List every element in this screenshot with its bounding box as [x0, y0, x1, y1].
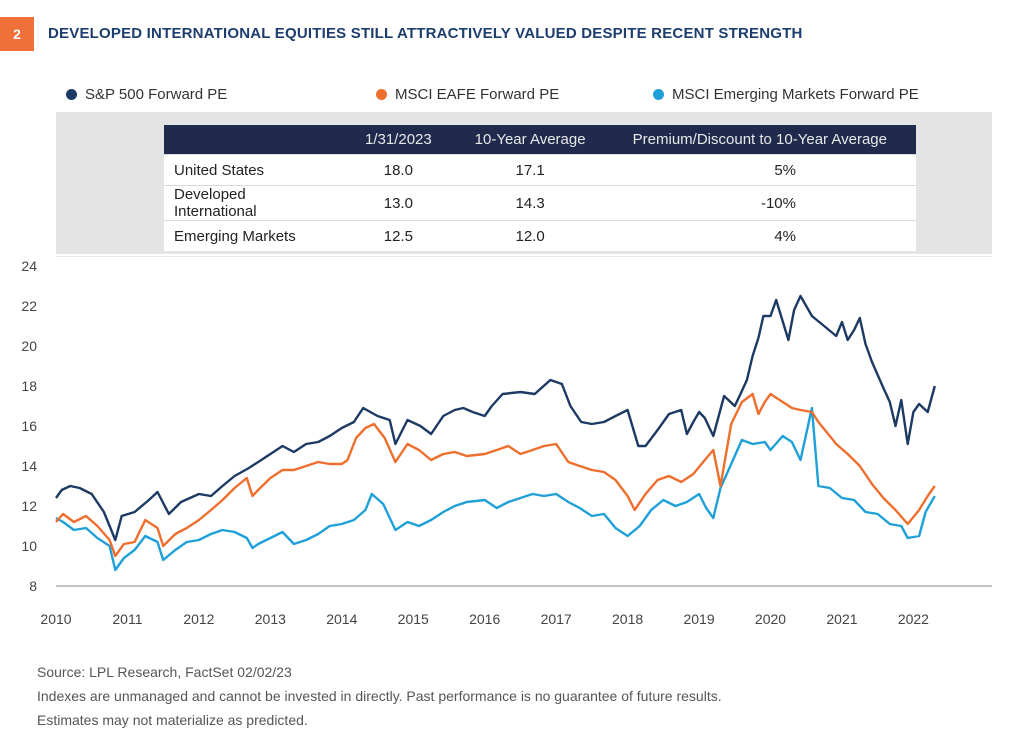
legend-dot-eafe-icon	[376, 89, 387, 100]
x-tick-label: 2021	[826, 611, 857, 627]
y-tick-label: 20	[21, 338, 37, 354]
y-tick-label: 12	[21, 498, 37, 514]
legend-label-sp500: S&P 500 Forward PE	[85, 86, 228, 103]
table-cell-average: 17.1	[456, 154, 604, 186]
disclaimer-note: Indexes are unmanaged and cannot be inve…	[37, 688, 722, 704]
x-tick-label: 2019	[683, 611, 714, 627]
x-tick-label: 2022	[898, 611, 929, 627]
legend-label-em: MSCI Emerging Markets Forward PE	[672, 86, 919, 103]
x-tick-label: 2011	[112, 611, 142, 627]
table-cell-average: 12.0	[456, 220, 604, 251]
table-cell-region: United States	[164, 154, 341, 186]
y-tick-label: 8	[29, 578, 37, 594]
table-header-date: 1/31/2023	[340, 125, 457, 155]
legend: S&P 500 Forward PE MSCI EAFE Forward PE …	[0, 86, 1024, 106]
x-tick-label: 2016	[469, 611, 500, 627]
legend-dot-em-icon	[653, 89, 664, 100]
table-cell-region: Developed International	[164, 185, 341, 221]
valuation-table: 1/31/2023 10-Year Average Premium/Discou…	[164, 125, 916, 251]
figure-number-badge: 2	[0, 17, 34, 51]
table-header-row: 1/31/2023 10-Year Average Premium/Discou…	[164, 125, 916, 155]
table-cell-premium: 5%	[603, 154, 916, 186]
legend-item-sp500: S&P 500 Forward PE	[66, 86, 227, 103]
table-row: United States 18.0 17.1 5%	[164, 154, 916, 186]
table-cell-premium: 4%	[603, 220, 916, 251]
table-cell-average: 14.3	[456, 185, 604, 221]
series-line-em	[55, 406, 936, 572]
table-cell-current: 12.5	[340, 220, 457, 251]
table-header-average: 10-Year Average	[456, 125, 604, 155]
series-line-eafe	[55, 392, 936, 558]
estimate-note: Estimates may not materialize as predict…	[37, 712, 308, 728]
table-cell-region: Emerging Markets	[164, 220, 341, 251]
x-tick-label: 2014	[326, 611, 357, 627]
table-cell-current: 18.0	[340, 154, 457, 186]
x-tick-label: 2013	[255, 611, 286, 627]
y-tick-label: 16	[21, 418, 37, 434]
table-header-label	[164, 125, 341, 155]
legend-item-em: MSCI Emerging Markets Forward PE	[653, 86, 919, 103]
y-tick-label: 10	[21, 538, 37, 554]
table-cell-premium: -10%	[603, 185, 916, 221]
y-tick-label: 18	[21, 378, 37, 394]
table-row: Developed International 13.0 14.3 -10%	[164, 185, 916, 221]
x-tick-label: 2018	[612, 611, 643, 627]
table-row: Emerging Markets 12.5 12.0 4%	[164, 220, 916, 251]
chart-title: DEVELOPED INTERNATIONAL EQUITIES STILL A…	[48, 25, 803, 42]
legend-label-eafe: MSCI EAFE Forward PE	[395, 86, 560, 103]
y-tick-label: 22	[21, 298, 37, 314]
series-line-sp500	[55, 294, 936, 542]
x-tick-label: 2010	[40, 611, 71, 627]
legend-dot-sp500-icon	[66, 89, 77, 100]
legend-item-eafe: MSCI EAFE Forward PE	[376, 86, 559, 103]
table-header-premium: Premium/Discount to 10-Year Average	[603, 125, 916, 155]
y-tick-label: 14	[21, 458, 37, 474]
y-tick-label: 24	[21, 258, 37, 274]
table-cell-current: 13.0	[340, 185, 457, 221]
x-tick-label: 2017	[541, 611, 572, 627]
x-tick-label: 2015	[398, 611, 429, 627]
source-note: Source: LPL Research, FactSet 02/02/23	[37, 664, 292, 680]
x-tick-label: 2020	[755, 611, 786, 627]
x-tick-label: 2012	[183, 611, 214, 627]
